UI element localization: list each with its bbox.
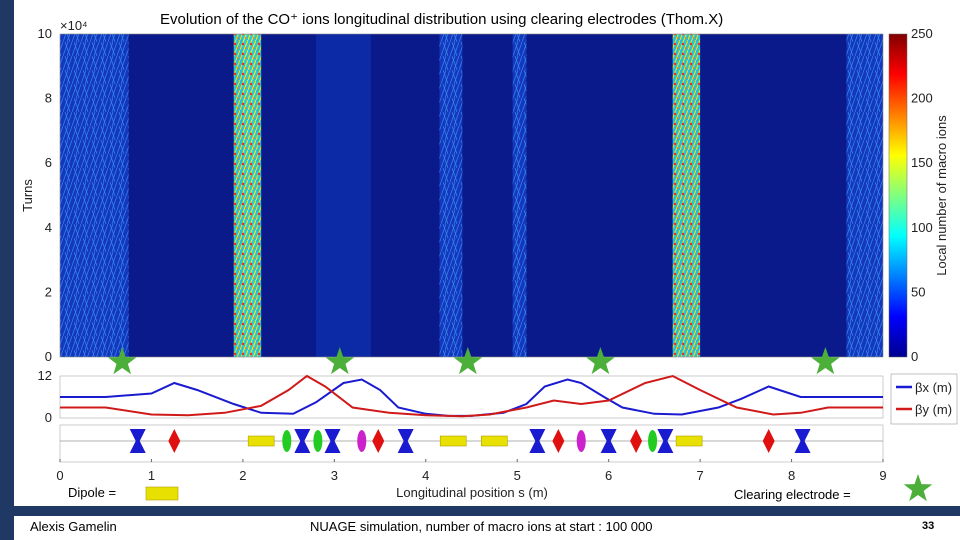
- dipole-icon: [439, 435, 467, 447]
- simulation-note: NUAGE simulation, number of macro ions a…: [310, 519, 653, 534]
- heatmap: 0 2 4 6 8 10 ×10⁴ Turns: [20, 18, 884, 364]
- chart-title: Evolution of the CO⁺ ions longitudinal d…: [160, 11, 724, 28]
- colorbar-tick-label: 200: [911, 91, 933, 106]
- heatmap-frame: [59, 33, 884, 358]
- beta-y-tick-label: 0: [45, 410, 52, 425]
- lattice-x-tick-label: 2: [239, 468, 246, 483]
- beta-legend-label: βy (m): [915, 402, 952, 417]
- y-tick-label: 10: [38, 26, 52, 41]
- focusing-quadrupole-icon: [129, 429, 146, 453]
- y-tick-label: 6: [45, 155, 52, 170]
- y-tick-label: 4: [45, 220, 52, 235]
- heatmap-band: [316, 34, 371, 357]
- clearing-electrode-star-icon: [107, 347, 137, 375]
- heatmap-band: [242, 34, 262, 357]
- lattice-x-tick-label: 3: [331, 468, 338, 483]
- beta-function-plot: 0 12 βx (m) βy (m): [38, 368, 958, 425]
- y-tick-label: 8: [45, 91, 52, 106]
- colorbar-tick-label: 100: [911, 220, 933, 235]
- lattice-x-tick-label: 1: [148, 468, 155, 483]
- lattice-x-tick-label: 5: [514, 468, 521, 483]
- y-axis-label: Turns: [20, 179, 35, 212]
- defocusing-quadrupole-icon: [762, 429, 775, 453]
- sextupole-icon: [282, 430, 292, 452]
- page-number: 33: [922, 520, 935, 532]
- colorbar-tick-label: 50: [911, 284, 925, 299]
- focusing-quadrupole-icon: [294, 429, 311, 453]
- clearing-electrodes: [107, 347, 933, 502]
- clearing-electrode-star-icon: [453, 347, 483, 375]
- beta-y-tick-label: 12: [38, 368, 52, 383]
- dipole-legend-label: Dipole =: [68, 485, 117, 500]
- colorbar: 0 50 100 150 200 250 Local number of macro ion…: [888, 26, 949, 364]
- focusing-quadrupole-icon: [397, 429, 414, 453]
- focusing-quadrupole-icon: [657, 429, 674, 453]
- heatmap-background: [60, 34, 883, 357]
- beta-y-line: [60, 374, 883, 418]
- defocusing-quadrupole-icon: [552, 429, 565, 453]
- heatmap-band: [439, 34, 463, 357]
- heatmap-band: [512, 34, 527, 357]
- lattice-x-tick-label: 0: [56, 468, 63, 483]
- colorbar-tick-label: 250: [911, 26, 933, 41]
- colorbar-label: Local number of macro ions: [934, 115, 949, 276]
- y-tick-label: 2: [45, 284, 52, 299]
- lattice-x-tick-label: 6: [605, 468, 612, 483]
- octupole-icon: [357, 430, 367, 452]
- lattice-x-tick-label: 9: [879, 468, 886, 483]
- heatmap-band: [60, 34, 129, 357]
- colorbar-gradient: [888, 33, 908, 358]
- beta-legend-box: [890, 373, 958, 425]
- y-tick-label: 0: [45, 349, 52, 364]
- lattice-x-tick-label: 8: [788, 468, 795, 483]
- dipole-legend-icon: [145, 486, 179, 501]
- heatmap-band: [846, 34, 883, 357]
- octupole-icon: [576, 430, 586, 452]
- sextupole-icon: [648, 430, 658, 452]
- sextupole-icon: [313, 430, 323, 452]
- lattice-plot: 0 1 2 3 4 5 6 7 8 9 Longitudinal position s (m): [56, 424, 887, 501]
- focusing-quadrupole-icon: [600, 429, 617, 453]
- dipole-icon: [481, 435, 508, 447]
- clearing-electrode-star-icon: [586, 347, 615, 375]
- lattice-x-tick-label: 4: [422, 468, 429, 483]
- dipole-icon: [675, 435, 703, 447]
- x-axis-label: Longitudinal position s (m): [396, 485, 548, 500]
- colorbar-tick-label: 150: [911, 155, 933, 170]
- focusing-quadrupole-icon: [324, 429, 341, 453]
- focusing-quadrupole-icon: [794, 429, 811, 453]
- defocusing-quadrupole-icon: [372, 429, 385, 453]
- clearing-legend-label: Clearing electrode =: [734, 487, 851, 502]
- beta-legend-label: βx (m): [915, 380, 952, 395]
- clearing-electrode-star-icon: [325, 347, 355, 375]
- defocusing-quadrupole-icon: [168, 429, 181, 453]
- y-multiplier-label: ×10⁴: [60, 18, 88, 33]
- defocusing-quadrupole-icon: [630, 429, 643, 453]
- slide-bottom-bar: [0, 506, 960, 516]
- lattice-x-tick-label: 7: [696, 468, 703, 483]
- author-name: Alexis Gamelin: [30, 519, 117, 534]
- colorbar-tick-label: 0: [911, 349, 918, 364]
- clearing-electrode-legend-star-icon: [903, 474, 933, 502]
- focusing-quadrupole-icon: [529, 429, 546, 453]
- clearing-electrode-star-icon: [811, 347, 840, 375]
- heatmap-band: [672, 34, 701, 357]
- slide-left-stripe: [0, 0, 14, 540]
- dipole-icon: [247, 435, 275, 447]
- lattice-frame: [59, 424, 884, 463]
